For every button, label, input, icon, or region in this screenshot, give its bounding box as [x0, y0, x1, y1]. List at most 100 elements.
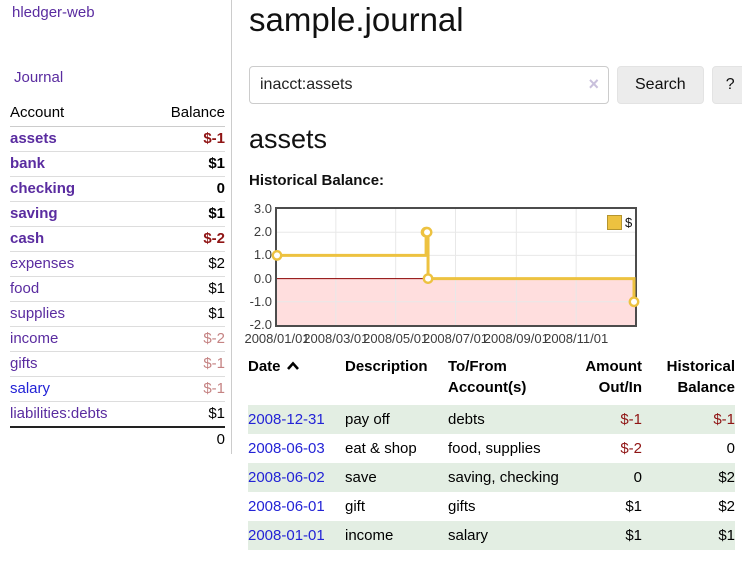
- account-balance: $-1: [148, 376, 225, 402]
- account-row: saving $1: [10, 201, 225, 227]
- account-link[interactable]: income: [10, 330, 59, 347]
- transaction-accounts: saving, checking: [448, 463, 560, 492]
- transaction-balance: $1: [642, 521, 735, 550]
- reg-col-accounts: To/From Account(s): [448, 358, 527, 396]
- x-axis-tick-label: 2008/05/01: [363, 331, 429, 346]
- account-link[interactable]: gifts: [10, 355, 38, 372]
- transaction-accounts: debts: [448, 405, 560, 434]
- transaction-accounts: food, supplies: [448, 440, 541, 457]
- historical-balance-chart: 3.0 2.0 1.0 0.0 -1.0 -2.0 2008/01/01 2008/03/01…: [244, 196, 742, 354]
- transaction-accounts: salary: [448, 521, 560, 550]
- account-balance: $-1: [148, 126, 225, 152]
- account-balance: $2: [148, 251, 225, 277]
- reg-col-date[interactable]: Date: [248, 356, 345, 405]
- account-link[interactable]: checking: [10, 180, 76, 197]
- account-balance: $1: [148, 201, 225, 227]
- transaction-date-link[interactable]: 2008-06-02: [248, 469, 325, 486]
- search-input[interactable]: [249, 66, 609, 104]
- account-link[interactable]: cash: [10, 230, 45, 247]
- chart-title: Historical Balance:: [249, 172, 385, 189]
- account-row: liabilities:debts $1: [10, 401, 225, 428]
- search-button[interactable]: Search: [617, 66, 704, 104]
- register-table: Date Description To/From Account(s) Amou…: [248, 356, 735, 550]
- register-row: 2008-06-02 save saving, checking 0 $2: [248, 463, 735, 492]
- account-balance: $-2: [148, 326, 225, 352]
- x-axis-tick-label: 2008/11/01: [544, 331, 609, 346]
- transaction-date-link[interactable]: 2008-01-01: [248, 527, 325, 544]
- y-axis-tick-label: 3.0: [253, 201, 272, 216]
- account-link[interactable]: expenses: [10, 255, 75, 272]
- account-link[interactable]: bank: [10, 155, 46, 172]
- sidebar: hledger-web Journal Account Balance asse…: [0, 0, 232, 454]
- transaction-description: pay off: [345, 405, 448, 434]
- reg-col-description: Description: [345, 358, 428, 375]
- sidebar-item-journal[interactable]: Journal: [14, 69, 64, 86]
- transaction-balance: $-1: [642, 405, 735, 434]
- transaction-accounts: gifts: [448, 498, 476, 515]
- account-row: checking 0: [10, 176, 225, 202]
- help-button[interactable]: ?: [711, 66, 742, 104]
- account-balance: $-1: [148, 351, 225, 377]
- transaction-balance: 0: [726, 440, 735, 457]
- account-link[interactable]: saving: [10, 205, 58, 222]
- account-link[interactable]: assets: [10, 130, 57, 147]
- legend-swatch: [607, 215, 622, 230]
- account-row: assets $-1: [10, 126, 225, 152]
- register-row: 2008-01-01 income salary $1 $1: [248, 521, 735, 550]
- account-row: cash $-2: [10, 226, 225, 252]
- x-axis-tick-label: 2008/03/01: [303, 331, 369, 346]
- sort-asc-icon: [286, 361, 299, 370]
- accounts-col-balance: Balance: [148, 102, 225, 127]
- transaction-amount: $-2: [620, 440, 642, 457]
- chart-plot: [271, 207, 640, 327]
- main-content: sample.journal × Search ? assets Histori…: [244, 0, 742, 582]
- transaction-date-link[interactable]: 2008-06-03: [248, 440, 325, 457]
- transaction-amount: $1: [560, 521, 642, 550]
- accounts-total-row: 0: [10, 426, 225, 452]
- account-row: supplies $1: [10, 301, 225, 327]
- transaction-amount: 0: [560, 463, 642, 492]
- clear-search-icon[interactable]: ×: [588, 74, 599, 94]
- y-axis-tick-label: -1.0: [249, 293, 272, 309]
- account-balance: $1: [148, 276, 225, 302]
- reg-col-amount: Amount Out/In: [585, 358, 642, 396]
- account-link[interactable]: liabilities:debts: [10, 405, 108, 422]
- account-balance: $1: [148, 401, 225, 428]
- x-axis-tick-label: 2008/07/01: [422, 331, 489, 346]
- transaction-date-link[interactable]: 2008-12-31: [248, 411, 325, 428]
- register-row: 2008-06-01 gift gifts $1 $2: [248, 492, 735, 521]
- accounts-total-balance: 0: [148, 426, 225, 452]
- register-row: 2008-12-31 pay off debts $-1 $-1: [248, 405, 735, 434]
- register-row: 2008-06-03 eat & shop food, supplies $-2 0: [248, 434, 735, 463]
- account-row: income $-2: [10, 326, 225, 352]
- transaction-balance: $2: [718, 498, 735, 515]
- transaction-date-link[interactable]: 2008-06-01: [248, 498, 325, 515]
- transaction-description: save: [345, 463, 448, 492]
- account-row: food $1: [10, 276, 225, 302]
- transaction-description: gift: [345, 498, 366, 515]
- x-axis-tick-label: 2008/09/01: [483, 331, 549, 346]
- account-balance: $1: [148, 151, 225, 177]
- account-balance: 0: [148, 176, 225, 202]
- account-link[interactable]: supplies: [10, 305, 66, 322]
- accounts-col-account: Account: [10, 102, 149, 127]
- account-link[interactable]: food: [10, 280, 40, 297]
- search-bar: × Search ?: [249, 66, 742, 104]
- transaction-description: eat & shop: [345, 440, 417, 457]
- transaction-amount: $-1: [560, 405, 642, 434]
- account-row: salary $-1: [10, 376, 225, 402]
- page-title: sample.journal: [249, 1, 464, 38]
- account-balance: $-2: [148, 226, 225, 252]
- account-heading: assets: [249, 124, 328, 154]
- y-axis-tick-label: -2.0: [249, 317, 272, 332]
- account-link[interactable]: salary: [10, 380, 51, 397]
- brand-link[interactable]: hledger-web: [12, 4, 95, 21]
- register-header-row: Date Description To/From Account(s) Amou…: [248, 356, 735, 405]
- y-axis-tick-label: 0.0: [253, 270, 272, 286]
- transaction-description: income: [345, 521, 448, 550]
- reg-col-balance: Historical Balance: [666, 358, 735, 396]
- transaction-amount: $1: [625, 498, 642, 515]
- chart-legend: $: [607, 215, 632, 230]
- y-axis-tick-label: 1.0: [253, 247, 272, 263]
- x-axis-tick-label: 2008/01/01: [244, 331, 310, 346]
